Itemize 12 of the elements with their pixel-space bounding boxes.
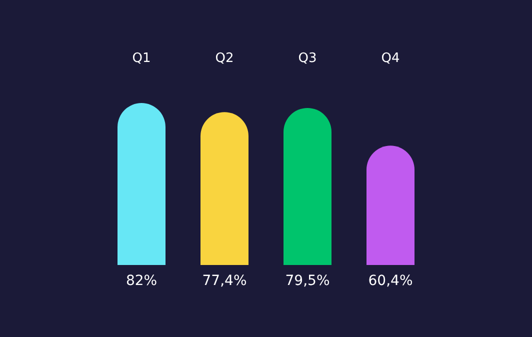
bar (200, 112, 248, 265)
x-tick-label: Q4 (381, 51, 400, 66)
bar (284, 108, 332, 265)
data-label: 82% (126, 273, 158, 289)
x-tick-label: Q2 (215, 51, 234, 66)
bar (366, 146, 414, 265)
data-label: 79,5% (285, 273, 330, 289)
x-tick-label: Q3 (298, 51, 317, 66)
x-tick-label: Q1 (132, 51, 151, 66)
bar (118, 103, 166, 265)
data-label: 60,4% (368, 273, 413, 289)
data-label: 77,4% (202, 273, 247, 289)
